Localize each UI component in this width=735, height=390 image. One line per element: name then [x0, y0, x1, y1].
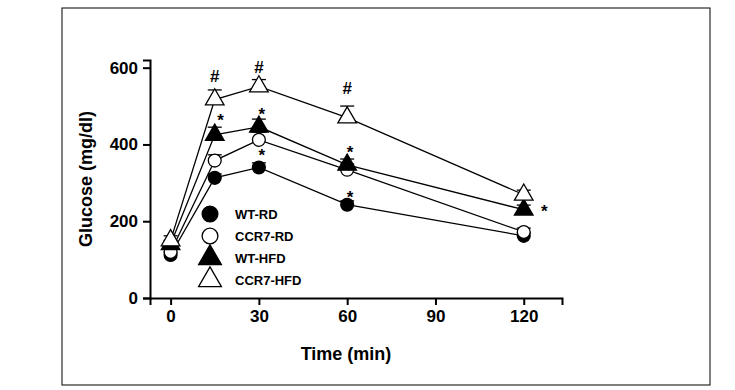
annotation: *	[347, 188, 354, 207]
y-axis: 0 200 400 600	[110, 59, 151, 308]
tick-mark	[347, 298, 349, 305]
data-point	[252, 133, 265, 146]
data-point	[514, 199, 533, 215]
tick-mark	[143, 298, 150, 300]
tick: 30	[250, 298, 269, 326]
tick: 90	[426, 298, 445, 326]
legend-label: WT-HFD	[235, 251, 286, 266]
data-point	[205, 89, 224, 105]
tick-mark	[143, 144, 150, 146]
tick-label: 400	[110, 135, 138, 154]
tick-label: 0	[129, 289, 138, 308]
tick-label: 60	[338, 307, 357, 326]
tick-label: 30	[250, 307, 269, 326]
series-line	[171, 167, 524, 255]
annotation: *	[217, 111, 224, 130]
legend-label: CCR7-HFD	[235, 273, 301, 288]
data-point	[161, 230, 180, 246]
tick: 60	[338, 298, 357, 326]
tick-label: 600	[110, 59, 138, 78]
legend-marker	[199, 267, 222, 287]
series-line	[171, 86, 524, 240]
y-axis-title: Glucose (mg/dl)	[76, 111, 96, 247]
data-point	[338, 107, 357, 123]
annotation: *	[347, 143, 354, 162]
axis-line	[143, 61, 151, 299]
tick: 600	[110, 59, 150, 78]
tick: 400	[110, 135, 150, 154]
legend-marker	[202, 206, 218, 222]
annotation: *	[259, 146, 266, 165]
tick-mark	[258, 298, 260, 305]
series-line	[171, 127, 524, 244]
annotation: #	[342, 79, 352, 98]
tick-label: 90	[426, 307, 445, 326]
x-axis: 0 30 60 90 120	[151, 298, 563, 326]
tick-mark	[523, 298, 525, 305]
tick-label: 200	[110, 212, 138, 231]
legend-label: WT-RD	[235, 207, 278, 222]
tick-mark	[143, 221, 150, 223]
tick-label: 0	[166, 307, 175, 326]
legend-marker	[199, 245, 222, 265]
data-point	[208, 154, 221, 167]
data-point	[208, 171, 221, 184]
tick: 0	[129, 289, 150, 308]
outer-frame	[62, 8, 710, 385]
data-point	[250, 76, 269, 92]
annotation: #	[254, 58, 264, 77]
legend-marker	[202, 228, 218, 244]
legend: WT-RD CCR7-RD WT-HFD CCR7-HFD	[199, 206, 302, 287]
legend-label: CCR7-RD	[235, 229, 294, 244]
data-point	[517, 226, 530, 239]
tick-mark	[170, 298, 172, 305]
tick: 120	[510, 298, 538, 326]
data-point	[514, 184, 533, 200]
x-axis-title: Time (min)	[301, 344, 392, 364]
tick: 200	[110, 212, 150, 231]
plot-area	[161, 76, 533, 262]
tick-mark	[143, 67, 150, 69]
tick-label: 120	[510, 307, 538, 326]
chart: 0 30 60 90 120 0 200 400 600 Time (min) Glucose (m…	[0, 0, 735, 390]
annotation: #	[210, 67, 220, 86]
tick: 0	[166, 298, 175, 326]
annotation: *	[541, 202, 548, 221]
tick-mark	[435, 298, 437, 305]
annotation: *	[259, 105, 266, 124]
axis-line	[151, 299, 563, 306]
